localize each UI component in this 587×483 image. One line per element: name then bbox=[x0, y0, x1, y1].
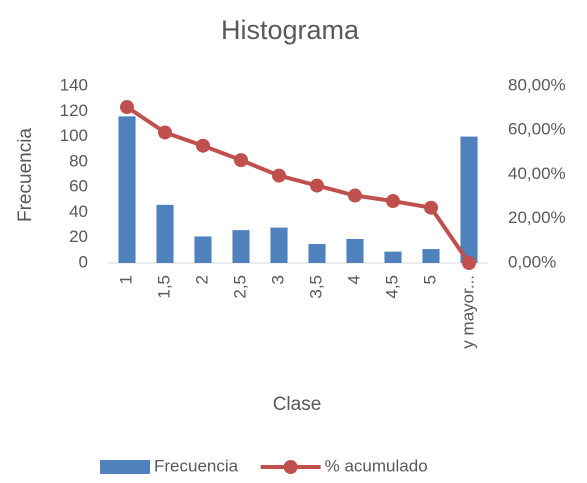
line-marker bbox=[424, 200, 438, 215]
x-tick-label: y mayor... bbox=[458, 275, 477, 349]
bar bbox=[346, 238, 364, 263]
y2-tick-label: 80,00% bbox=[508, 75, 566, 94]
line-marker bbox=[120, 100, 134, 115]
legend-swatch bbox=[100, 460, 150, 474]
line-marker bbox=[234, 153, 248, 168]
y-tick-label: 120 bbox=[60, 101, 88, 120]
bar bbox=[384, 251, 402, 263]
chart-title: Histograma bbox=[221, 15, 360, 45]
line-marker bbox=[348, 188, 362, 203]
y-tick-label: 0 bbox=[79, 252, 88, 271]
x-tick-label: 2,5 bbox=[230, 275, 249, 299]
x-tick-label: 5 bbox=[420, 275, 439, 284]
bar bbox=[232, 230, 250, 263]
y-tick-label: 20 bbox=[69, 227, 88, 246]
legend-marker bbox=[283, 460, 298, 474]
line-marker bbox=[462, 256, 476, 270]
line-marker bbox=[386, 194, 400, 209]
line-marker bbox=[310, 178, 324, 193]
bar bbox=[308, 244, 326, 263]
y2-tick-label: 60,00% bbox=[508, 120, 566, 139]
line-marker bbox=[272, 168, 286, 183]
y-tick-label: 40 bbox=[69, 202, 88, 221]
y-axis-label: Frecuencia bbox=[15, 128, 36, 222]
bar bbox=[156, 204, 174, 263]
y-tick-label: 100 bbox=[60, 126, 88, 145]
y-tick-label: 140 bbox=[60, 75, 88, 94]
bar bbox=[118, 116, 136, 263]
x-tick-label: 2 bbox=[192, 275, 211, 284]
bar bbox=[194, 236, 212, 263]
x-tick-label: 1,5 bbox=[154, 275, 173, 299]
x-tick-label: 3 bbox=[268, 275, 287, 284]
legend-label: Frecuencia bbox=[154, 456, 239, 475]
y-tick-label: 80 bbox=[69, 151, 88, 170]
line-marker bbox=[158, 125, 172, 140]
y2-tick-label: 20,00% bbox=[508, 208, 566, 227]
line-marker bbox=[196, 138, 210, 153]
line bbox=[125, 105, 471, 265]
bar bbox=[270, 227, 288, 263]
y-tick-label: 60 bbox=[69, 177, 88, 196]
x-tick-label: 1 bbox=[116, 275, 135, 284]
bar bbox=[460, 136, 478, 263]
y2-tick-label: 40,00% bbox=[508, 164, 566, 183]
x-axis-label: Clase bbox=[273, 394, 322, 415]
x-tick-label: 4,5 bbox=[382, 275, 401, 299]
x-tick-label: 4 bbox=[344, 275, 363, 284]
x-tick-label: 3,5 bbox=[306, 275, 325, 299]
bar bbox=[422, 249, 440, 263]
legend-label: % acumulado bbox=[325, 456, 428, 475]
y2-tick-label: 0,00% bbox=[508, 252, 556, 271]
